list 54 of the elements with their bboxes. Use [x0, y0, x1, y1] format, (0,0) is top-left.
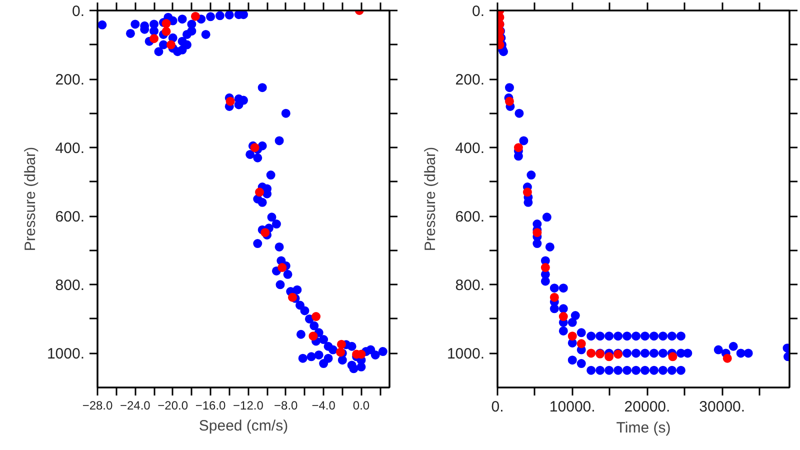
x-tick-label: −16.0	[195, 398, 226, 412]
point	[308, 332, 318, 341]
y-tick-label: 800.	[55, 277, 85, 294]
point	[532, 228, 542, 238]
point	[550, 292, 559, 302]
y-tick-label: 800.	[455, 277, 485, 294]
point	[255, 188, 264, 197]
y-tick-label: 200.	[455, 72, 485, 89]
point	[576, 339, 586, 348]
point	[522, 188, 532, 197]
y-tick-label: 1000.	[46, 346, 85, 363]
point	[190, 12, 200, 21]
x-axis-title: Time (s)	[616, 420, 671, 436]
y-tick-label: 1000.	[446, 346, 485, 363]
point	[540, 263, 550, 272]
y-tick-label: 400.	[455, 140, 485, 158]
x-tick-label: −28.0	[82, 398, 114, 412]
point	[586, 348, 596, 358]
point	[162, 26, 171, 36]
y-tick-label: 600.	[55, 208, 85, 226]
point	[278, 263, 287, 272]
point	[166, 40, 176, 50]
point	[226, 96, 235, 106]
point	[288, 292, 297, 302]
x-tick-label: 20000.	[624, 398, 670, 416]
y-axis-title: Pressure (dbar)	[422, 146, 439, 252]
y-axis-title: Pressure (dbar)	[22, 146, 39, 252]
x-tick-label: −24.0	[120, 398, 151, 412]
x-tick-label: 30000.	[699, 398, 746, 416]
point	[260, 228, 270, 238]
point	[558, 312, 568, 322]
x-axis-title: Speed (cm/s)	[198, 418, 288, 434]
point	[604, 352, 614, 362]
y-tick-label: 400.	[55, 140, 85, 158]
point	[336, 340, 346, 349]
x-tick-label: −4.0	[312, 398, 336, 412]
y-tick-label: 600.	[455, 208, 485, 226]
x-tick-label: 0.	[491, 398, 504, 416]
x-tick-label: −12.0	[233, 398, 264, 412]
x-tick-label: 10000.	[549, 398, 596, 416]
x-tick-label: −8.0	[274, 398, 298, 412]
point	[150, 34, 159, 44]
point	[504, 96, 514, 106]
y-tick-label: 200.	[55, 72, 85, 89]
point	[312, 312, 321, 322]
point	[162, 19, 171, 28]
y-tick-label: 0.	[472, 3, 485, 20]
point	[722, 354, 732, 363]
point	[568, 332, 577, 341]
point	[514, 143, 523, 152]
x-tick-label: 0.0	[352, 398, 370, 412]
x-tick-label: −20.0	[158, 398, 188, 412]
point	[668, 352, 678, 362]
y-tick-label: 0.	[72, 3, 85, 20]
